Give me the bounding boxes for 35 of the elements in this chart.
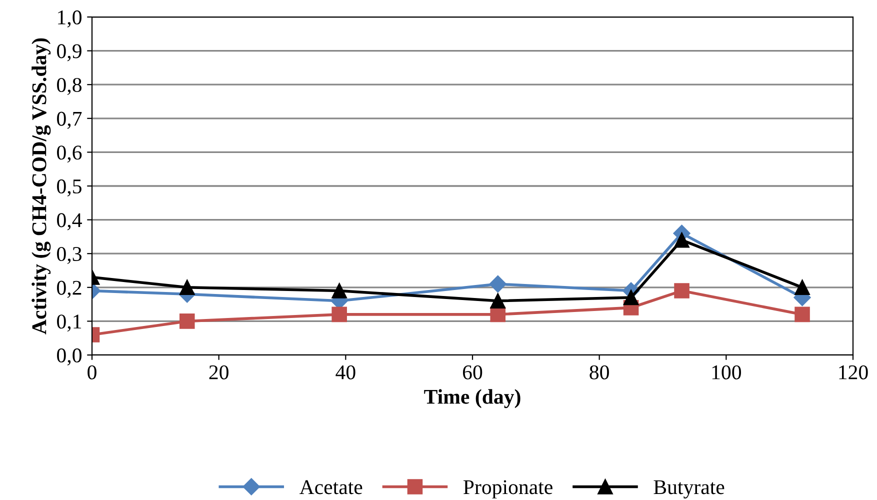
y-tick-label: 0,1: [57, 314, 82, 332]
point: [489, 275, 506, 293]
legend-label: Butyrate: [654, 480, 724, 498]
x-tick-label: 100: [712, 365, 741, 380]
y-tick-label: 0,0: [57, 348, 82, 366]
legend-label: Acetate: [299, 480, 362, 494]
point: [623, 290, 639, 306]
y-axis-title: Activity (g CH4-COD/g VSS.day): [32, 38, 51, 334]
x-tick-label: 0: [88, 365, 96, 380]
y-tick-label: 0,8: [57, 78, 82, 96]
y-tick-label: 1,0: [58, 10, 82, 28]
y-tick-label: 0,5: [57, 179, 82, 196]
y-tick-label: 0,6: [57, 146, 82, 163]
y-tick-label: 0,9: [57, 44, 82, 62]
y-tick-label: 0,2: [57, 280, 82, 298]
y-tick-label: 0,4: [57, 213, 82, 230]
point: [794, 306, 810, 322]
point: [490, 306, 506, 322]
point: [179, 314, 195, 329]
x-axis-title: Time (day): [424, 389, 520, 408]
point: [794, 280, 810, 296]
point: [179, 280, 195, 296]
point: [490, 293, 506, 309]
point: [332, 283, 347, 298]
x-tick-label: 80: [590, 365, 609, 380]
point: [674, 283, 690, 298]
x-tick-label: 60: [462, 365, 482, 380]
point: [332, 306, 347, 322]
legend-label: Propionate: [463, 480, 552, 498]
point: [674, 232, 690, 248]
x-tick-label: 20: [209, 365, 228, 380]
x-tick-label: 40: [336, 365, 356, 380]
y-tick-label: 0,7: [57, 112, 82, 129]
y-tick-label: 0,3: [57, 246, 82, 264]
x-tick-label: 120: [839, 365, 868, 380]
